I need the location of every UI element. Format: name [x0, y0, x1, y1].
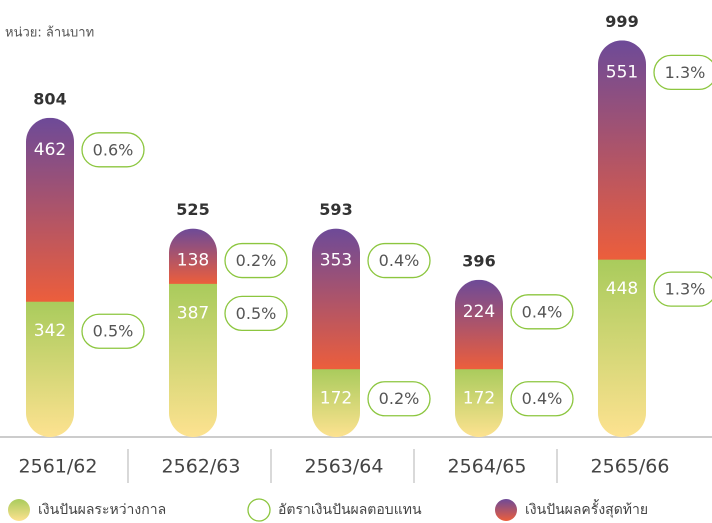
total-label: 804 — [33, 89, 66, 108]
yield-label: 0.4% — [379, 251, 420, 270]
value-label: 462 — [34, 140, 66, 160]
bar-group — [169, 228, 217, 437]
x-tick-label: 2561/62 — [19, 456, 98, 478]
legend-swatch — [247, 498, 271, 522]
total-label: 593 — [319, 200, 352, 219]
x-tick-label: 2563/64 — [305, 456, 384, 478]
yield-pill — [653, 54, 712, 91]
bar-group — [26, 117, 74, 437]
legend-swatch — [8, 499, 30, 521]
yield-label: 1.3% — [665, 280, 706, 299]
yield-pill — [224, 295, 288, 332]
legend-swatch — [495, 499, 517, 521]
x-tick-label: 2564/65 — [448, 456, 527, 478]
value-label: 551 — [606, 62, 638, 82]
value-label: 387 — [177, 303, 209, 323]
value-label: 448 — [606, 279, 638, 299]
bar-segment — [169, 228, 217, 284]
yield-pill — [367, 242, 431, 279]
bar-group — [312, 228, 360, 437]
yield-label: 0.5% — [236, 304, 277, 323]
yield-label: 0.2% — [379, 389, 420, 408]
bar-group — [598, 40, 646, 437]
yield-pill — [367, 381, 431, 417]
value-label: 172 — [320, 389, 352, 409]
yield-label: 0.4% — [522, 389, 563, 408]
bar-segment — [169, 283, 217, 437]
yield-label: 0.4% — [522, 302, 563, 321]
legend-label: เงินปันผลระหว่างกาล — [38, 502, 166, 518]
total-label: 999 — [605, 12, 638, 31]
value-label: 224 — [463, 302, 495, 322]
yield-pill — [224, 242, 288, 279]
unit-label: หน่วย: ล้านบาท — [5, 26, 94, 41]
bar-group — [455, 279, 503, 437]
yield-pill — [81, 132, 145, 168]
value-label: 342 — [34, 321, 66, 341]
value-label: 138 — [177, 251, 209, 271]
yield-pill — [81, 313, 145, 349]
bar-segment — [598, 259, 646, 437]
bar-segment — [312, 228, 360, 370]
bar-segment — [598, 40, 646, 260]
yield-label: 1.3% — [665, 63, 706, 82]
legend-label: เงินปันผลครั้งสุดท้าย — [525, 499, 648, 518]
total-label: 396 — [462, 251, 495, 270]
bar-segment — [455, 368, 503, 437]
total-label: 525 — [176, 200, 209, 219]
x-tick-label: 2565/66 — [591, 456, 670, 478]
yield-pill — [510, 294, 574, 330]
value-label: 353 — [320, 251, 352, 271]
legend-label: อัตราเงินปันผลตอบแทน — [278, 502, 422, 518]
value-label: 172 — [463, 389, 495, 409]
yield-label: 0.2% — [236, 251, 277, 270]
yield-label: 0.5% — [93, 322, 134, 341]
yield-pill — [510, 381, 574, 417]
bar-segment — [26, 301, 74, 437]
bar-segment — [312, 368, 360, 437]
bar-segment — [26, 117, 74, 302]
bar-segment — [455, 279, 503, 370]
yield-pill — [653, 271, 712, 307]
yield-label: 0.6% — [93, 140, 134, 159]
x-tick-label: 2562/63 — [162, 456, 241, 478]
